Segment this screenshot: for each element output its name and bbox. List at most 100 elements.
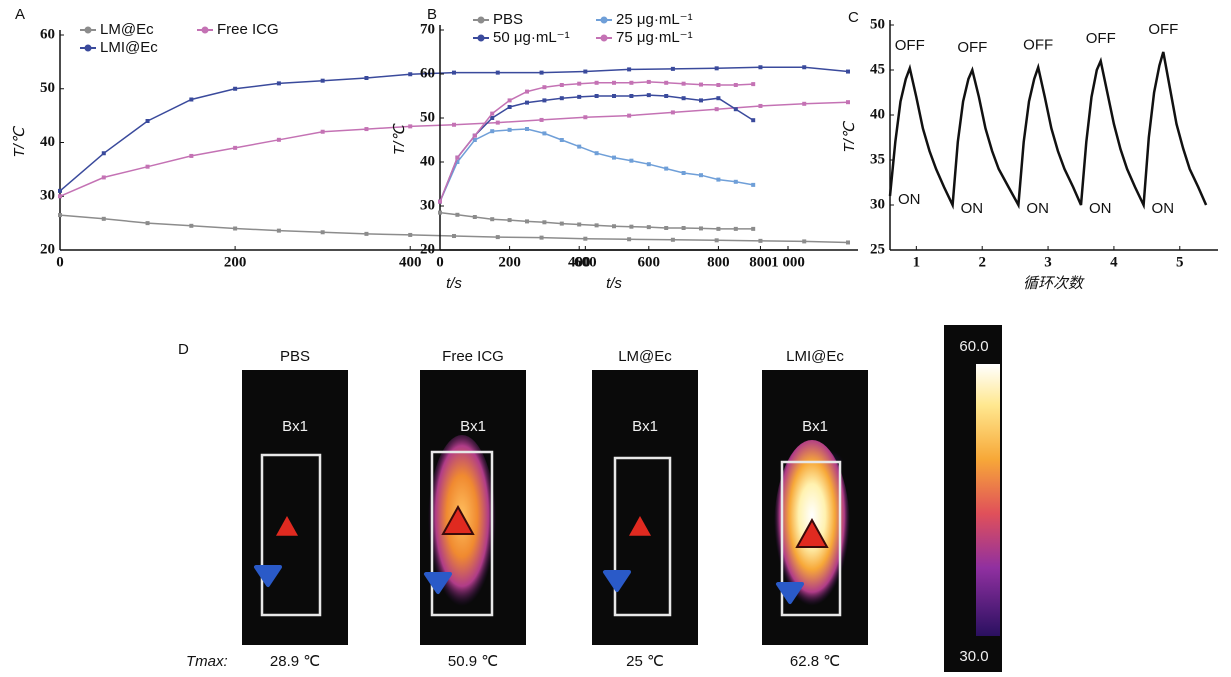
data-point xyxy=(473,138,477,142)
data-point xyxy=(577,222,581,226)
data-point xyxy=(846,100,850,104)
series-line xyxy=(60,67,848,191)
data-point xyxy=(473,215,477,219)
data-point xyxy=(490,129,494,133)
data-point xyxy=(758,104,762,108)
annotation: ON xyxy=(1026,200,1049,217)
data-point xyxy=(233,87,237,91)
data-point xyxy=(629,225,633,229)
data-point xyxy=(682,82,686,86)
data-point xyxy=(102,151,106,155)
data-point xyxy=(364,127,368,131)
x-tick-label: 0 xyxy=(56,254,64,270)
data-point xyxy=(58,213,62,217)
data-point xyxy=(560,96,564,100)
data-point xyxy=(612,224,616,228)
legend-marker xyxy=(601,17,608,24)
x-tick-label: 400 xyxy=(568,254,591,270)
roi-label: Bx1 xyxy=(632,418,658,435)
data-point xyxy=(671,110,675,114)
data-point xyxy=(146,165,150,169)
data-point xyxy=(496,121,500,125)
tmax-value: 62.8 ℃ xyxy=(790,653,840,670)
data-point xyxy=(321,230,325,234)
data-point xyxy=(277,138,281,142)
y-axis-label: T/℃ xyxy=(841,120,858,152)
data-point xyxy=(455,213,459,217)
panel-label: A xyxy=(15,6,25,23)
x-tick-label: 800 xyxy=(749,254,772,270)
annotation: OFF xyxy=(895,37,925,54)
data-point xyxy=(802,65,806,69)
data-point xyxy=(612,156,616,160)
legend-label: 50 μg·mL⁻¹ xyxy=(493,29,570,46)
x-tick-label: 400 xyxy=(399,254,422,270)
data-point xyxy=(496,71,500,75)
colorbar-max: 60.0 xyxy=(959,338,988,355)
legend-marker xyxy=(85,45,92,52)
data-point xyxy=(560,138,564,142)
legend-label: LM@Ec xyxy=(100,21,154,38)
legend-marker xyxy=(478,17,485,24)
data-point xyxy=(525,101,529,105)
data-point xyxy=(542,98,546,102)
data-point xyxy=(699,98,703,102)
x-tick-label: 200 xyxy=(224,254,247,270)
legend-label: 25 μg·mL⁻¹ xyxy=(616,11,693,28)
x-axis-label: t/s xyxy=(446,275,462,292)
roi-label: Bx1 xyxy=(802,418,828,435)
data-point xyxy=(647,93,651,97)
tmax-value: 50.9 ℃ xyxy=(448,653,498,670)
data-point xyxy=(734,107,738,111)
roi-label: Bx1 xyxy=(460,418,486,435)
thermal-image xyxy=(592,370,698,645)
image-title: LM@Ec xyxy=(618,348,672,365)
data-point xyxy=(846,70,850,74)
data-point xyxy=(508,128,512,132)
data-point xyxy=(751,183,755,187)
data-point xyxy=(802,239,806,243)
legend-label: Free ICG xyxy=(217,21,279,38)
data-point xyxy=(671,67,675,71)
series-line xyxy=(890,52,1206,205)
data-point xyxy=(452,234,456,238)
data-point xyxy=(716,83,720,87)
y-tick-label: 50 xyxy=(420,109,435,125)
data-point xyxy=(716,178,720,182)
y-axis-label: T/℃ xyxy=(391,123,408,155)
data-point xyxy=(647,162,651,166)
data-point xyxy=(540,71,544,75)
data-point xyxy=(560,83,564,87)
tmax-value: 25 ℃ xyxy=(626,653,664,670)
data-point xyxy=(577,95,581,99)
x-axis-label: t/s xyxy=(606,275,622,292)
data-point xyxy=(627,237,631,241)
data-point xyxy=(595,94,599,98)
legend-marker xyxy=(478,35,485,42)
data-point xyxy=(508,218,512,222)
data-point xyxy=(583,237,587,241)
x-tick-label: 1 xyxy=(913,254,921,270)
data-point xyxy=(583,115,587,119)
data-point xyxy=(58,194,62,198)
data-point xyxy=(490,116,494,120)
annotation: OFF xyxy=(1023,36,1053,53)
data-point xyxy=(540,236,544,240)
image-title: LMI@Ec xyxy=(786,348,844,365)
data-point xyxy=(612,94,616,98)
data-point xyxy=(189,224,193,228)
data-point xyxy=(189,154,193,158)
data-point xyxy=(682,171,686,175)
data-point xyxy=(716,227,720,231)
data-point xyxy=(629,94,633,98)
y-tick-label: 35 xyxy=(870,151,885,167)
data-point xyxy=(664,226,668,230)
data-point xyxy=(490,217,494,221)
data-point xyxy=(233,227,237,231)
data-point xyxy=(560,222,564,226)
x-tick-label: 4 xyxy=(1110,254,1118,270)
y-tick-label: 45 xyxy=(870,61,885,77)
data-point xyxy=(629,81,633,85)
annotation: ON xyxy=(898,191,921,208)
legend-label: 75 μg·mL⁻¹ xyxy=(616,29,693,46)
